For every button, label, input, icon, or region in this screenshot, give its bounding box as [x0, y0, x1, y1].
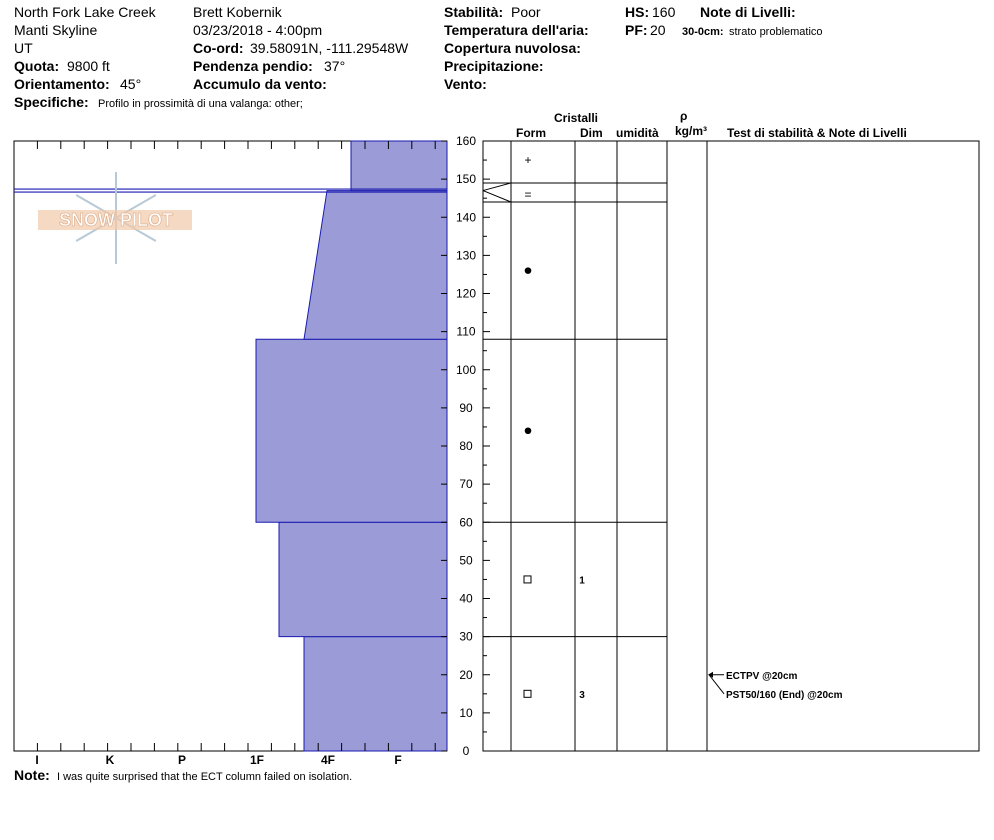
- hardness-layer-3: [303, 190, 448, 340]
- layers-frame: [482, 140, 980, 752]
- depth-label-120: 120: [456, 287, 476, 301]
- range: Manti Skyline: [14, 22, 98, 38]
- note-text: I was quite surprised that the ECT colum…: [57, 771, 353, 783]
- aspect-value: 45°: [120, 76, 142, 92]
- hs-label: HS:: [625, 4, 650, 20]
- stability-label: Stabilità:: [444, 4, 504, 20]
- crystal-form-5: [523, 689, 532, 698]
- depth-label-30: 30: [459, 630, 473, 644]
- location: North Fork Lake Creek: [14, 4, 156, 20]
- depth-label-150: 150: [456, 172, 476, 186]
- state: UT: [14, 40, 33, 56]
- rho-header: ρ: [680, 109, 688, 123]
- size-header: Dim: [580, 126, 603, 140]
- test-arrowhead: [708, 671, 713, 678]
- watermark-text: SNOW PILOT: [59, 210, 173, 230]
- pf-label: PF:: [625, 22, 648, 38]
- depth-label-80: 80: [459, 439, 473, 453]
- pf-value: 20: [650, 22, 666, 38]
- wind-loading-label: Accumulo da vento:: [193, 76, 327, 92]
- depth-label-10: 10: [459, 706, 473, 720]
- crystal-form-3: [524, 427, 532, 435]
- hardness-label-f: F: [394, 753, 401, 767]
- precip-label: Precipitazione:: [444, 58, 544, 74]
- layer-note-range: 30-0cm:: [682, 26, 724, 38]
- crystals-header: Cristalli: [554, 111, 599, 125]
- test-pointer-1: [708, 674, 725, 695]
- depth-label-130: 130: [456, 248, 476, 262]
- tests-header: Test di stabilità & Note di Livelli: [727, 126, 907, 140]
- hardness-layer-0: [303, 636, 448, 752]
- sky-label: Copertura nuvolosa:: [444, 40, 581, 56]
- crystal-form-4: [523, 575, 532, 584]
- hardness-layer-1: [278, 521, 448, 638]
- form-header: Form: [516, 126, 546, 140]
- wind-label: Vento:: [444, 76, 487, 92]
- air-temp-label: Temperatura dell'aria:: [444, 22, 589, 38]
- slope-value: 37°: [324, 58, 346, 74]
- hardness-label-4f: 4F: [321, 753, 335, 767]
- datetime: 03/23/2018 - 4:00pm: [193, 22, 323, 38]
- layer-notes-label: Note di Livelli:: [700, 4, 796, 20]
- note-label: Note:: [14, 767, 50, 783]
- moisture-header: umidità: [616, 126, 659, 140]
- elevation-label: Quota:: [14, 58, 60, 74]
- depth-label-70: 70: [459, 477, 473, 491]
- aspect-label: Orientamento:: [14, 76, 110, 92]
- crystal-form-2: [524, 267, 532, 274]
- elevation-value: 9800 ft: [67, 58, 110, 74]
- observer: Brett Kobernik: [193, 4, 282, 20]
- depth-label-60: 60: [459, 515, 473, 529]
- depth-label-160: 160: [456, 134, 476, 148]
- hardness-label-1f: 1F: [250, 753, 264, 767]
- depth-label-20: 20: [459, 668, 473, 682]
- crystal-form-0: +: [524, 153, 531, 167]
- test-label-1: PST50/160 (End) @20cm: [726, 690, 843, 701]
- depth-label-50: 50: [459, 553, 473, 567]
- weak-layer-pointer: [482, 182, 512, 203]
- depth-label-110: 110: [456, 325, 475, 339]
- test-label-0: ECTPV @20cm: [726, 671, 798, 682]
- layer-note-text: strato problematico: [729, 26, 823, 38]
- hs-value: 160: [652, 4, 676, 20]
- coord-value: 39.58091N, -111.29548W: [250, 40, 409, 56]
- watermark-banner: [38, 210, 192, 230]
- depth-label-140: 140: [456, 210, 476, 224]
- depth-label-40: 40: [459, 592, 473, 606]
- slope-label: Pendenza pendio:: [193, 58, 313, 74]
- crystal-form-1: =: [524, 187, 531, 201]
- stability-value: Poor: [511, 4, 541, 20]
- hardness-layer-4: [350, 140, 448, 192]
- hardness-label-p: P: [178, 753, 186, 767]
- hardness-layer-2: [255, 338, 448, 523]
- crystal-size-5: 3: [579, 690, 585, 701]
- specifics-value: Profilo in prossimità di una valanga: ot…: [98, 98, 303, 110]
- depth-label-100: 100: [456, 363, 476, 377]
- density-unit-header: kg/m³: [675, 124, 708, 138]
- hardness-label-k: K: [106, 753, 115, 767]
- crystal-size-4: 1: [579, 575, 585, 586]
- depth-label-90: 90: [459, 401, 473, 415]
- hardness-label-i: I: [35, 753, 38, 767]
- depth-label-0: 0: [463, 744, 470, 758]
- coord-label: Co-ord:: [193, 40, 244, 56]
- specifics-label: Specifiche:: [14, 94, 89, 110]
